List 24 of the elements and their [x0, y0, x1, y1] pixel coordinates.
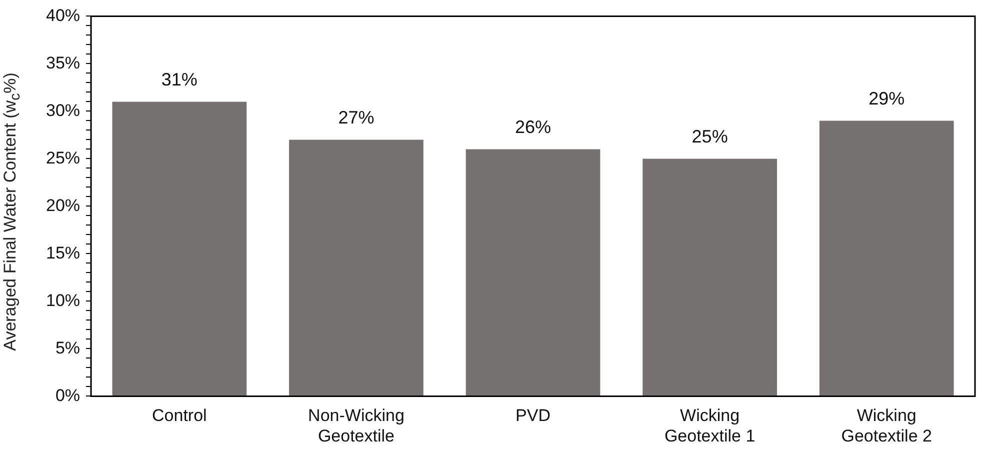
bar: [112, 102, 247, 396]
x-tick-label: Control: [152, 406, 207, 426]
x-tick-label: Wicking Geotextile 1: [664, 406, 756, 446]
bar: [466, 149, 600, 396]
data-label: 31%: [161, 70, 198, 90]
y-tick-label: 0%: [55, 386, 80, 405]
bar: [642, 158, 777, 396]
data-label: 25%: [692, 126, 728, 147]
x-tick-label: Non-Wicking Geotextile: [308, 406, 404, 446]
y-tick-label: 25%: [46, 148, 80, 168]
x-tick-label: Wicking Geotextile 2: [841, 406, 932, 446]
y-tick-label: 35%: [46, 53, 80, 72]
x-tick-label: PVD: [516, 406, 550, 426]
bar: [819, 120, 954, 396]
y-tick-label: 15%: [46, 243, 80, 262]
data-label: 26%: [514, 117, 552, 138]
data-label: 29%: [868, 88, 905, 109]
y-tick-label: 40%: [46, 6, 80, 25]
y-tick-label: 30%: [46, 100, 80, 120]
y-tick-label: 20%: [46, 196, 80, 215]
y-tick-label: 10%: [46, 290, 80, 310]
data-label: 27%: [338, 108, 374, 128]
bar: [289, 140, 424, 396]
y-tick-label: 5%: [55, 338, 80, 358]
